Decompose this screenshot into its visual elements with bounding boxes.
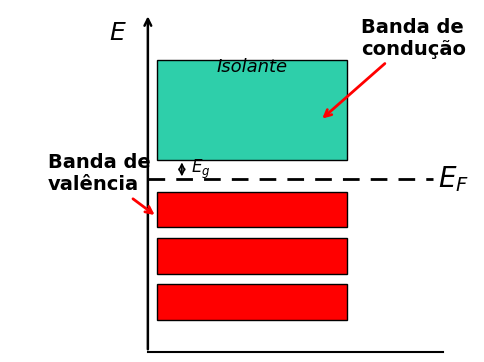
Text: $E_g$: $E_g$: [191, 157, 210, 181]
Text: E: E: [109, 21, 125, 45]
Bar: [157, 60, 347, 160]
Bar: [157, 285, 347, 320]
Text: Banda de
valência: Banda de valência: [48, 153, 152, 213]
Text: Banda de
condução: Banda de condução: [324, 18, 465, 117]
Bar: [157, 238, 347, 274]
Bar: [157, 192, 347, 227]
Text: Isolante: Isolante: [216, 58, 287, 76]
Text: $E_F$: $E_F$: [437, 164, 468, 194]
